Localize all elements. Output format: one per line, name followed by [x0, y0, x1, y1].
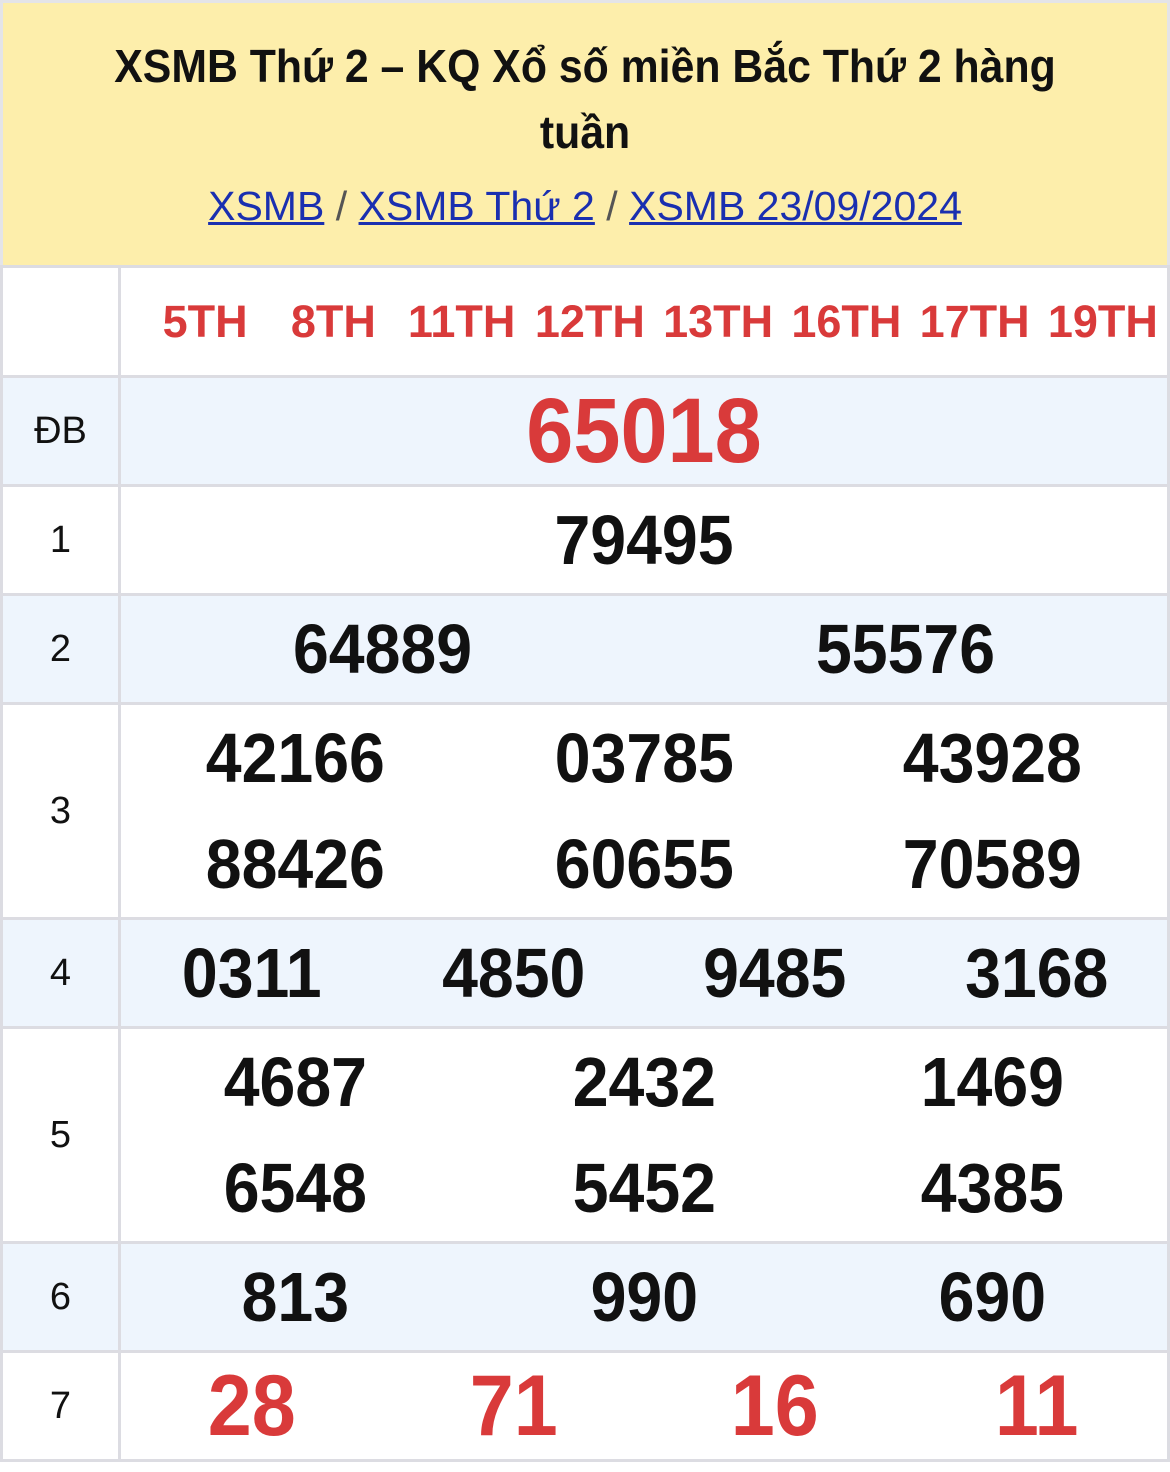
breadcrumb-xsmb-thu-2[interactable]: XSMB Thứ 2	[358, 183, 595, 229]
prize-number: 79495	[554, 501, 734, 579]
prize-row: 7 28 71 16 11	[0, 1350, 1170, 1462]
prize-number: 11	[994, 1358, 1079, 1454]
prize-number: 813	[241, 1258, 350, 1336]
prize-number: 71	[469, 1358, 558, 1454]
prize-row: 6 813 990 690	[0, 1241, 1170, 1353]
prize-label: 6	[0, 1241, 121, 1353]
breadcrumb-separator: /	[606, 183, 618, 229]
corner-cell	[0, 265, 121, 378]
prize-number: 690	[938, 1258, 1047, 1336]
column-tag[interactable]: 16TH	[791, 295, 902, 347]
results-table: 5TH 8TH 11TH 12TH 13TH 16TH 17TH 19TH ĐB 65018 1 7…	[0, 265, 1170, 1462]
prize-number: 2432	[572, 1043, 716, 1121]
column-tag[interactable]: 19TH	[1047, 295, 1158, 347]
prize-label: 4	[0, 917, 121, 1029]
breadcrumb-xsmb[interactable]: XSMB	[208, 183, 325, 229]
prize-number: 60655	[554, 825, 734, 903]
breadcrumb-separator: /	[335, 183, 348, 229]
prize-number: 88426	[205, 825, 385, 903]
prize-numbers: 79495	[118, 484, 1170, 596]
prize-number: 9485	[703, 934, 847, 1012]
column-tag[interactable]: 13TH	[663, 295, 774, 347]
breadcrumb: XSMB / XSMB Thứ 2 / XSMB 23/09/2024	[3, 183, 1167, 230]
prize-numbers: 28 71 16 11	[118, 1350, 1170, 1462]
prize-row: 3 42166 03785 43928 88426 60655 70589	[0, 702, 1170, 920]
prize-number: 0311	[181, 934, 322, 1012]
prize-numbers: 64889 55576	[118, 593, 1170, 705]
prize-number: 990	[590, 1258, 698, 1336]
prize-numbers: 65018	[118, 375, 1170, 487]
page-title: XSMB Thứ 2 – KQ Xổ số miền Bắc Thứ 2 hàn…	[114, 40, 1056, 158]
prize-label: 1	[0, 484, 121, 596]
prize-label: 7	[0, 1350, 121, 1462]
prize-number: 6548	[223, 1149, 367, 1227]
prize-numbers: 813 990 690	[118, 1241, 1170, 1353]
column-tag[interactable]: 17TH	[919, 295, 1030, 347]
prize-number: 55576	[815, 610, 996, 688]
column-tag[interactable]: 12TH	[534, 295, 645, 347]
prize-number: 42166	[205, 719, 385, 797]
prize-numbers: 42166 03785 43928 88426 60655 70589	[118, 702, 1170, 920]
prize-numbers: 0311 4850 9485 3168	[118, 917, 1170, 1029]
prize-label: 3	[0, 702, 121, 920]
prize-row: ĐB 65018	[0, 375, 1170, 487]
breadcrumb-xsmb-date[interactable]: XSMB 23/09/2024	[629, 183, 962, 229]
prize-number: 3168	[964, 934, 1108, 1012]
prize-number: 4850	[441, 934, 585, 1012]
prize-number: 03785	[554, 719, 734, 797]
prize-row: 4 0311 4850 9485 3168	[0, 917, 1170, 1029]
prize-number: 4385	[921, 1149, 1065, 1227]
special-prize-number: 65018	[526, 380, 762, 482]
prize-number: 43928	[903, 719, 1083, 797]
column-tag[interactable]: 5TH	[162, 295, 248, 347]
prize-number: 16	[730, 1358, 819, 1454]
column-tag[interactable]: 8TH	[290, 295, 376, 347]
prize-number: 28	[207, 1358, 296, 1454]
prize-number: 4687	[223, 1043, 367, 1121]
prize-numbers: 4687 2432 1469 6548 5452 4385	[118, 1026, 1170, 1244]
prize-number: 1469	[921, 1043, 1065, 1121]
prize-row: 5 4687 2432 1469 6548 5452 4385	[0, 1026, 1170, 1244]
page-header: XSMB Thứ 2 – KQ Xổ số miền Bắc Thứ 2 hàn…	[0, 0, 1170, 265]
prize-label: ĐB	[0, 375, 121, 487]
column-header-cell: 5TH 8TH 11TH 12TH 13TH 16TH 17TH 19TH	[118, 265, 1170, 378]
prize-number: 64889	[292, 610, 473, 688]
prize-number: 70589	[903, 825, 1083, 903]
prize-label: 2	[0, 593, 121, 705]
prize-row: 1 79495	[0, 484, 1170, 596]
prize-number: 5452	[572, 1149, 716, 1227]
prize-label: 5	[0, 1026, 121, 1244]
column-tag[interactable]: 11TH	[407, 295, 516, 347]
prize-row: 2 64889 55576	[0, 593, 1170, 705]
